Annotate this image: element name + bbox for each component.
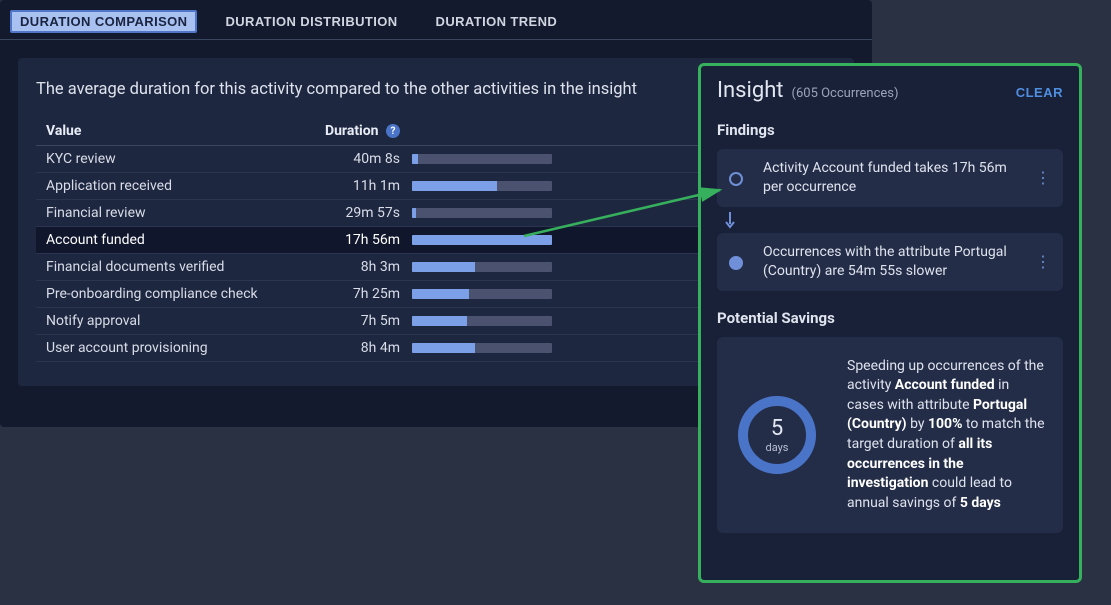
kebab-menu-icon[interactable]: ⋮ [1035, 252, 1051, 271]
header-duration-label: Duration [325, 123, 379, 139]
insight-panel: Insight (605 Occurrences) CLEAR Findings… [698, 63, 1082, 583]
row-bar [406, 262, 606, 272]
savings-t: by [907, 416, 928, 432]
row-value: Financial documents verified [46, 259, 276, 275]
finding-bullet-icon [729, 256, 743, 270]
row-value: User account provisioning [46, 340, 276, 356]
insight-header: Insight (605 Occurrences) CLEAR [717, 78, 1063, 103]
findings-flow-arrow-icon [717, 207, 1063, 233]
header-value: Value [46, 123, 276, 139]
insight-title: Insight [717, 78, 784, 103]
row-duration: 29m 57s [276, 205, 406, 221]
row-value: Application received [46, 178, 276, 194]
savings-ring: 5 days [735, 393, 819, 477]
potential-savings-title: Potential Savings [717, 309, 1063, 327]
tab-duration-trend[interactable]: DURATION TREND [426, 10, 568, 33]
row-duration: 8h 4m [276, 340, 406, 356]
row-duration: 40m 8s [276, 151, 406, 167]
row-value: Financial review [46, 205, 276, 221]
row-bar [406, 208, 606, 218]
savings-t: Account funded [895, 377, 995, 393]
header-duration: Duration ? [276, 123, 406, 139]
savings-t: 100% [928, 416, 962, 432]
finding-card[interactable]: Occurrences with the attribute Portugal … [717, 233, 1063, 291]
findings-title: Findings [717, 121, 1063, 139]
row-duration: 7h 5m [276, 313, 406, 329]
row-value: Account funded [46, 232, 276, 248]
tabs-bar: DURATION COMPARISON DURATION DISTRIBUTION… [0, 0, 872, 40]
finding-text: Activity Account funded takes 17h 56m pe… [763, 159, 1025, 197]
row-duration: 11h 1m [276, 178, 406, 194]
row-value: KYC review [46, 151, 276, 167]
help-icon[interactable]: ? [386, 124, 400, 138]
tab-duration-distribution[interactable]: DURATION DISTRIBUTION [215, 10, 407, 33]
row-duration: 7h 25m [276, 286, 406, 302]
finding-bullet-icon [729, 172, 743, 186]
row-bar [406, 343, 606, 353]
savings-t: 5 days [960, 495, 1001, 511]
row-value: Pre-onboarding compliance check [46, 286, 276, 302]
clear-button[interactable]: CLEAR [1016, 85, 1063, 100]
finding-text: Occurrences with the attribute Portugal … [763, 243, 1025, 281]
kebab-menu-icon[interactable]: ⋮ [1035, 168, 1051, 187]
row-duration: 17h 56m [276, 232, 406, 248]
row-bar [406, 154, 606, 164]
savings-unit: days [766, 441, 789, 454]
row-bar [406, 181, 606, 191]
row-value: Notify approval [46, 313, 276, 329]
occurrence-count: (605 Occurrences) [792, 86, 899, 101]
finding-card[interactable]: Activity Account funded takes 17h 56m pe… [717, 149, 1063, 207]
savings-text: Speeding up occurrences of the activity … [847, 357, 1045, 514]
row-bar [406, 235, 606, 245]
savings-value: 5 [771, 416, 783, 441]
tab-duration-comparison[interactable]: DURATION COMPARISON [10, 10, 197, 33]
row-bar [406, 316, 606, 326]
savings-card: 5 days Speeding up occurrences of the ac… [717, 337, 1063, 534]
row-bar [406, 289, 606, 299]
row-duration: 8h 3m [276, 259, 406, 275]
